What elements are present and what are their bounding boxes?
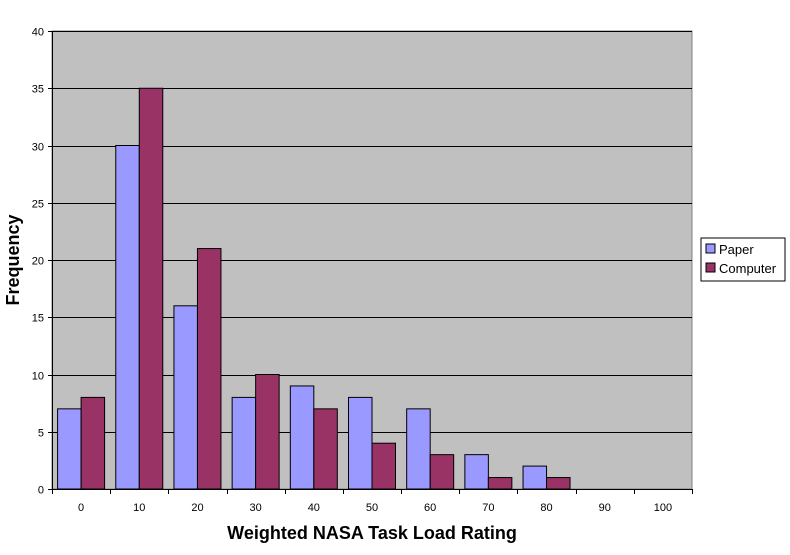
bar-computer-0 bbox=[80, 396, 106, 490]
bar-paper-20 bbox=[173, 305, 198, 490]
y-tick-label: 5 bbox=[38, 428, 44, 440]
bar-computer-50 bbox=[371, 442, 396, 490]
x-tick-label: 10 bbox=[133, 502, 145, 514]
x-tick-label: 0 bbox=[78, 502, 84, 514]
bar-computer-30 bbox=[255, 374, 280, 490]
x-tick-label: 60 bbox=[424, 502, 436, 514]
y-tick-label: 20 bbox=[32, 256, 44, 268]
bar-computer-20 bbox=[196, 248, 222, 490]
bar-computer-70 bbox=[487, 477, 513, 490]
bar-paper-30 bbox=[231, 396, 257, 490]
y-tick-label: 10 bbox=[32, 371, 44, 383]
bar-computer-60 bbox=[429, 454, 455, 490]
bar-computer-80 bbox=[546, 477, 571, 490]
y-tick-label: 35 bbox=[32, 84, 44, 96]
legend-swatch-computer bbox=[705, 262, 716, 273]
bar-paper-70 bbox=[464, 454, 489, 490]
bars bbox=[57, 87, 571, 490]
x-tick-label: 90 bbox=[599, 502, 611, 514]
x-axis-title: Weighted NASA Task Load Rating bbox=[227, 523, 517, 543]
x-tick-label: 80 bbox=[540, 502, 552, 514]
bar-paper-0 bbox=[57, 408, 82, 490]
legend: Paper Computer bbox=[700, 237, 786, 282]
x-tick-label: 40 bbox=[308, 502, 320, 514]
bar-paper-10 bbox=[115, 145, 140, 490]
y-tick-label: 15 bbox=[32, 313, 44, 325]
bar-paper-80 bbox=[522, 465, 548, 490]
x-tick-label: 50 bbox=[366, 502, 378, 514]
x-tick-label: 70 bbox=[482, 502, 494, 514]
x-tick-label: 30 bbox=[250, 502, 262, 514]
legend-label-computer: Computer bbox=[719, 261, 777, 276]
y-tick-label: 25 bbox=[32, 199, 44, 211]
y-tick-label: 0 bbox=[38, 485, 44, 497]
x-tick-label: 100 bbox=[654, 502, 672, 514]
bar-computer-10 bbox=[138, 87, 164, 490]
bar-paper-60 bbox=[406, 408, 431, 490]
bar-paper-40 bbox=[289, 385, 315, 490]
y-tick-labels: 0 5 10 15 20 25 30 35 40 bbox=[32, 27, 44, 497]
legend-label-paper: Paper bbox=[719, 242, 754, 257]
bar-paper-50 bbox=[348, 396, 373, 490]
bar-computer-40 bbox=[313, 408, 338, 490]
x-tick-label: 20 bbox=[191, 502, 203, 514]
y-tick-label: 40 bbox=[32, 27, 44, 39]
x-tick-labels: 0 10 20 30 40 50 60 70 80 90 100 bbox=[78, 502, 672, 514]
y-axis-title: Frequency bbox=[3, 214, 23, 305]
legend-swatch-paper bbox=[705, 243, 716, 254]
axes bbox=[48, 31, 693, 494]
y-tick-label: 30 bbox=[32, 142, 44, 154]
